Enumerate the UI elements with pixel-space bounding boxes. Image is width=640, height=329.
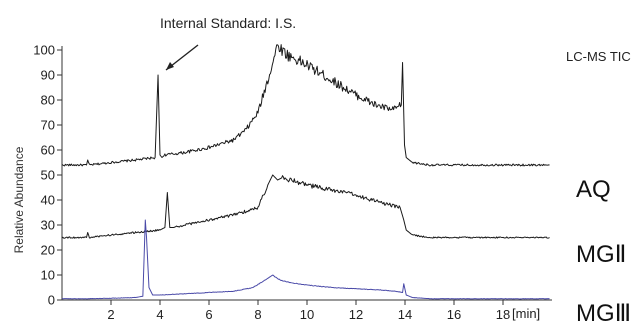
x-tick-label: 14 xyxy=(398,307,412,322)
is-annotation: Internal Standard: I.S. xyxy=(160,15,296,31)
ticks-layer: 0 10 20 30 40 50 60 70 80 90 100 2 4 6 8 10 12 14 16 18 xyxy=(33,43,552,322)
y-tick-label: 20 xyxy=(41,243,55,258)
x-tick-label: 12 xyxy=(349,307,363,322)
y-tick-label: 80 xyxy=(41,93,55,108)
series-line-mg2 xyxy=(61,174,550,239)
x-tick-label: 2 xyxy=(107,307,114,322)
x-tick-label: 4 xyxy=(156,307,163,322)
series-label-aq: AQ xyxy=(576,176,611,203)
y-tick-label: 40 xyxy=(41,193,55,208)
y-tick-label: 90 xyxy=(41,68,55,83)
series-line-aq xyxy=(61,44,550,167)
y-tick-label: 60 xyxy=(41,143,55,158)
chart-title: LC-MS TIC xyxy=(566,49,631,64)
y-tick-label: 0 xyxy=(48,293,55,308)
is-arrow-head xyxy=(166,62,174,70)
series-layer xyxy=(61,44,550,300)
series-line-mg3 xyxy=(61,219,550,300)
y-tick-label: 30 xyxy=(41,218,55,233)
series-label-mg3: MGⅢ xyxy=(576,300,631,327)
y-tick-label: 50 xyxy=(41,168,55,183)
x-tick-label: 18 xyxy=(496,307,510,322)
is-arrow xyxy=(165,44,199,71)
series-label-mg2: MGⅡ xyxy=(576,241,626,268)
y-tick-label: 100 xyxy=(33,43,55,58)
x-tick-label: 10 xyxy=(300,307,314,322)
x-tick-label: 8 xyxy=(254,307,261,322)
y-tick-label: 70 xyxy=(41,118,55,133)
y-axis-title: Relative Abundance xyxy=(12,146,26,253)
x-tick-label: 16 xyxy=(447,307,461,322)
y-tick-label: 10 xyxy=(41,268,55,283)
x-tick-label: 6 xyxy=(205,307,212,322)
x-axis-unit: [min] xyxy=(512,306,540,321)
